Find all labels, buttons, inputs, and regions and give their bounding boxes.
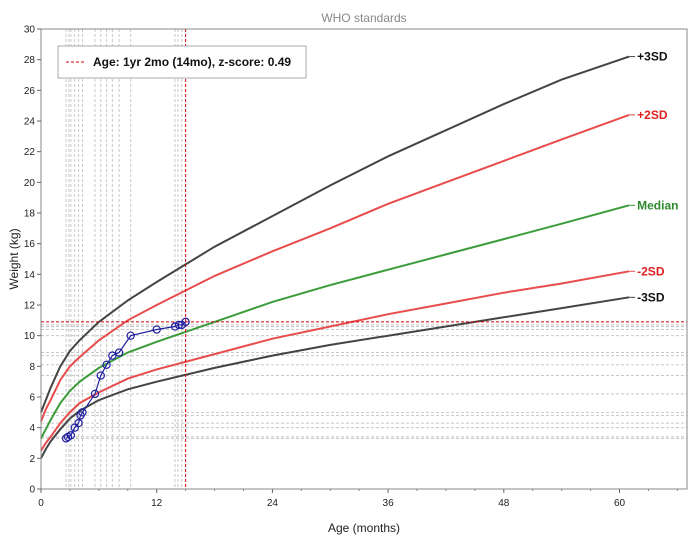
y-tick-label: 14: [24, 270, 36, 281]
x-tick-label: 60: [614, 498, 626, 509]
legend-text: Age: 1yr 2mo (14mo), z-score: 0.49: [93, 55, 291, 69]
measurement-point[interactable]: [102, 360, 111, 369]
measurement-point[interactable]: [96, 371, 105, 380]
y-tick-label: 12: [24, 301, 36, 312]
chart-title: WHO standards: [321, 11, 406, 25]
measurement-point[interactable]: [126, 331, 135, 340]
y-tick-label: 2: [29, 454, 35, 465]
plot-frame: [40, 28, 688, 490]
y-tick-label: 18: [24, 209, 36, 220]
series-line-3sd: [40, 296, 630, 459]
y-tick-label: 24: [24, 117, 36, 128]
measurement-point[interactable]: [74, 418, 83, 428]
points-layer: [61, 317, 190, 443]
series-label: +3SD: [637, 50, 668, 64]
x-tick-label: 48: [498, 498, 510, 509]
x-tick-label: 12: [151, 498, 163, 509]
y-tick-label: 26: [24, 86, 36, 97]
y-tick-label: 20: [24, 178, 36, 189]
x-tick-label: 0: [38, 498, 44, 509]
series-label: +2SD: [637, 108, 668, 122]
measurement-point[interactable]: [181, 317, 190, 327]
cursor-layer: [41, 29, 687, 489]
y-tick-label: 0: [29, 485, 35, 496]
series-label: -3SD: [637, 290, 665, 304]
measurement-point[interactable]: [78, 408, 87, 417]
x-tick-label: 36: [383, 498, 395, 509]
y-axis-title: Weight (kg): [7, 228, 21, 289]
series-label: Median: [637, 198, 678, 212]
y-tick-label: 30: [24, 25, 36, 36]
label-layer: +3SD +2SD Median -2SD -3SD: [629, 50, 678, 304]
y-tick-label: 10: [24, 331, 36, 342]
measurement-point[interactable]: [174, 320, 184, 330]
series-line-2sd: [40, 113, 630, 422]
legend[interactable]: Age: 1yr 2mo (14mo), z-score: 0.49: [57, 45, 307, 79]
series-line-3sd: [40, 55, 630, 413]
y-tick-label: 4: [29, 423, 35, 434]
y-tick-label: 22: [24, 147, 36, 158]
y-tick-label: 8: [29, 362, 35, 373]
measurement-point[interactable]: [152, 325, 161, 334]
series-line-median: [40, 204, 630, 439]
series-label: -2SD: [637, 264, 665, 278]
legend-box: [57, 45, 307, 79]
y-tick-label: 6: [29, 393, 35, 404]
x-tick-label: 24: [267, 498, 279, 509]
grid-layer: [41, 29, 687, 489]
y-tick-label: 28: [24, 55, 36, 66]
measurement-point[interactable]: [66, 431, 76, 440]
measurement-point[interactable]: [90, 389, 100, 399]
measurement-point[interactable]: [114, 348, 124, 357]
series-line-2sd: [40, 270, 630, 452]
x-axis-title: Age (months): [328, 521, 400, 535]
y-tick-label: 16: [24, 239, 36, 250]
measurement-point[interactable]: [108, 351, 117, 360]
curve-layer: [40, 55, 630, 459]
